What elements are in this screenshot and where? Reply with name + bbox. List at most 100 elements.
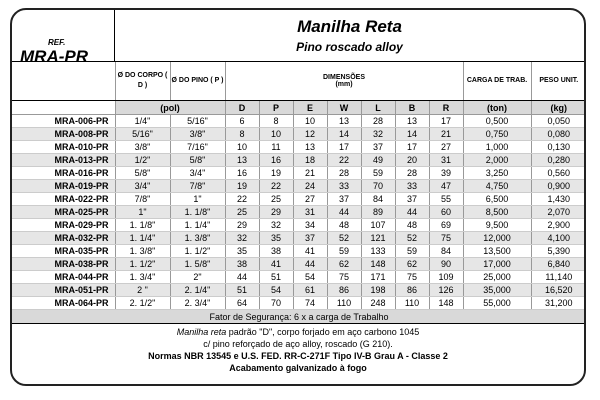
table-row: MRA-019-PR 3/4" 7/8" 19 22 24 33 70 33 47 4,750 0,9… (12, 179, 584, 193)
page-title: Manilha Reta (297, 17, 402, 36)
table-cell: 25,000 (462, 270, 532, 284)
table-cell: 29 (224, 218, 259, 232)
row-ref: MRA-064-PR (12, 296, 115, 310)
table-cell: 14 (326, 127, 361, 141)
table-row: MRA-051-PR 2 " 2. 1/4" 51 54 61 86 198 86 126 35,0… (12, 283, 584, 297)
table-cell: 49 (360, 153, 395, 167)
safety-note: Fator de Segurança: 6 x a carga de Traba… (12, 309, 584, 324)
table-cell: 34 (292, 218, 327, 232)
table-cell: 51 (224, 283, 259, 297)
table-cell: 10 (292, 114, 327, 128)
footer-notes: Manilha reta padrão "D", corpo forjado e… (12, 326, 584, 374)
title-box: Manilha Reta Pino roscado alloy (115, 10, 584, 62)
table-cell: 39 (428, 166, 464, 180)
table-cell: 1,000 (462, 140, 532, 154)
spec-table: Ø DO CORPO ( D ) Ø DO PINO ( P ) DIMENSÕ… (12, 62, 584, 324)
table-cell: 59 (394, 244, 429, 258)
table-cell: 28 (326, 166, 361, 180)
unit-B: B (394, 100, 429, 115)
table-cell: 33 (326, 179, 361, 193)
table-cell: 74 (292, 296, 327, 310)
table-cell: 2" (169, 270, 225, 284)
table-cell: 8 (224, 127, 259, 141)
table-cell: 5/8" (114, 166, 170, 180)
table-cell: 44 (394, 205, 429, 219)
column-header-row: Ø DO CORPO ( D ) Ø DO PINO ( P ) DIMENSÕ… (12, 62, 584, 101)
table-row: MRA-022-PR 7/8" 1" 22 25 27 37 84 37 55 6,500 1,430 (12, 192, 584, 206)
table-row: MRA-035-PR 1. 3/8" 1. 1/2" 35 38 41 59 133 59 84 1… (12, 244, 584, 258)
col-header-peso: PESO UNIT. (530, 62, 584, 101)
header: REF. MRA-PR Manilha Reta Pino roscado al… (12, 10, 584, 66)
table-cell: 13 (394, 114, 429, 128)
table-cell: 90 (428, 257, 464, 271)
table-cell: 1. 5/8" (169, 257, 225, 271)
table-row: MRA-025-PR 1" 1. 1/8" 25 29 31 44 89 44 60 8,500 2,… (12, 205, 584, 219)
table-cell: 55,000 (462, 296, 532, 310)
unit-blank (12, 100, 115, 115)
table-cell: 20 (394, 153, 429, 167)
table-cell: 5/16" (114, 127, 170, 141)
ref-box: REF. MRA-PR (12, 10, 115, 66)
table-cell: 48 (326, 218, 361, 232)
table-cell: 24 (292, 179, 327, 193)
table-cell: 0,750 (462, 127, 532, 141)
row-ref: MRA-044-PR (12, 270, 115, 284)
table-row: MRA-008-PR 5/16" 3/8" 8 10 12 14 32 14 21 0,750 0,0… (12, 127, 584, 141)
table-cell: 133 (360, 244, 395, 258)
table-cell: 1. 1/8" (114, 218, 170, 232)
table-cell: 10 (224, 140, 259, 154)
table-cell: 3/4" (169, 166, 225, 180)
table-cell: 1/4" (114, 114, 170, 128)
row-ref: MRA-029-PR (12, 218, 115, 232)
table-cell: 64 (224, 296, 259, 310)
table-cell: 148 (428, 296, 464, 310)
table-cell: 8,500 (462, 205, 532, 219)
row-ref: MRA-006-PR (12, 114, 115, 128)
unit-R: R (428, 100, 464, 115)
table-cell: 2. 1/4" (169, 283, 225, 297)
table-cell: 19 (224, 179, 259, 193)
table-cell: 0,500 (462, 114, 532, 128)
row-ref: MRA-038-PR (12, 257, 115, 271)
table-cell: 4,750 (462, 179, 532, 193)
table-cell: 25 (258, 192, 293, 206)
table-cell: 1,430 (530, 192, 584, 206)
table-cell: 8 (258, 114, 293, 128)
table-row: MRA-006-PR 1/4" 5/16" 6 8 10 13 28 13 17 0,500 0,05… (12, 114, 584, 128)
table-cell: 1. 1/8" (169, 205, 225, 219)
table-cell: 21 (428, 127, 464, 141)
table-cell: 7/8" (169, 179, 225, 193)
table-cell: 6,500 (462, 192, 532, 206)
footer-line-1-rest: padrão "D", corpo forjado em aço carbono… (226, 327, 420, 337)
table-cell: 75 (394, 270, 429, 284)
table-cell: 69 (428, 218, 464, 232)
table-cell: 2. 3/4" (169, 296, 225, 310)
table-row: MRA-013-PR 1/2" 5/8" 13 16 18 22 49 20 31 2,000 0,2… (12, 153, 584, 167)
table-cell: 32 (360, 127, 395, 141)
table-cell: 14 (394, 127, 429, 141)
table-cell: 84 (360, 192, 395, 206)
table-cell: 59 (360, 166, 395, 180)
table-cell: 51 (258, 270, 293, 284)
table-cell: 148 (360, 257, 395, 271)
footer-line-1-italic: Manilha reta (176, 327, 227, 337)
unit-kg: (kg) (530, 100, 584, 115)
table-cell: 126 (428, 283, 464, 297)
table-cell: 31 (428, 153, 464, 167)
table-cell: 13 (326, 114, 361, 128)
row-ref: MRA-013-PR (12, 153, 115, 167)
table-cell: 17 (394, 140, 429, 154)
table-cell: 70 (360, 179, 395, 193)
table-cell: 86 (326, 283, 361, 297)
table-cell: 35 (258, 231, 293, 245)
table-cell: 0,560 (530, 166, 584, 180)
table-cell: 52 (326, 231, 361, 245)
table-cell: 25 (224, 205, 259, 219)
table-cell: 110 (394, 296, 429, 310)
table-cell: 2,000 (462, 153, 532, 167)
table-cell: 13 (224, 153, 259, 167)
table-cell: 32 (258, 218, 293, 232)
table-row: MRA-016-PR 5/8" 3/4" 16 19 21 28 59 28 39 3,250 0,5… (12, 166, 584, 180)
table-row: MRA-010-PR 3/8" 7/16" 10 11 13 17 37 17 27 1,000 0,… (12, 140, 584, 154)
table-cell: 1. 3/8" (169, 231, 225, 245)
